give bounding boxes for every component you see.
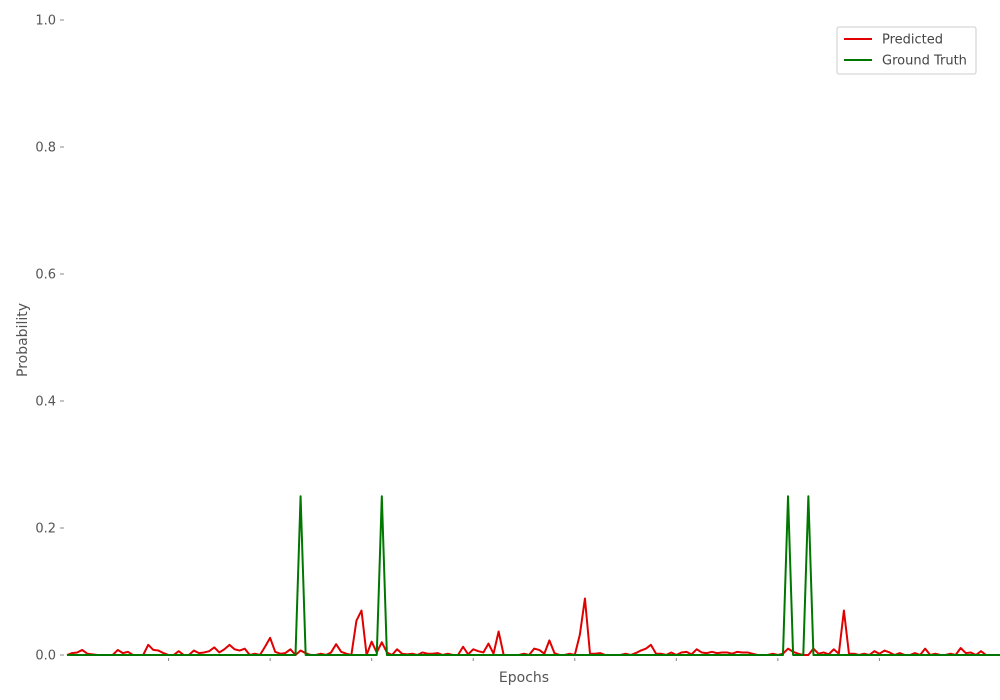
x-axis-ticks	[168, 658, 880, 661]
y-tick-label: 0.6	[35, 268, 56, 283]
y-axis-label: Probability	[15, 303, 31, 377]
y-tick-label: 0.2	[35, 522, 56, 537]
legend-label: Ground Truth	[882, 54, 967, 69]
x-axis-label: Epochs	[499, 670, 549, 686]
legend: Predicted Ground Truth	[836, 26, 977, 75]
y-tick-label: 1.0	[35, 14, 56, 29]
y-tick-label: 0.8	[35, 141, 56, 156]
series-line-predicted	[66, 597, 987, 656]
series-line-ground-truth	[67, 495, 1000, 656]
y-axis-ticks: 0.0 0.2 0.4 0.6 0.8 1.0	[35, 14, 64, 664]
y-tick-label: 0.4	[35, 395, 56, 410]
y-tick-label: 0.0	[35, 649, 56, 664]
series-lines	[66, 495, 1000, 656]
legend-label: Predicted	[882, 33, 943, 48]
